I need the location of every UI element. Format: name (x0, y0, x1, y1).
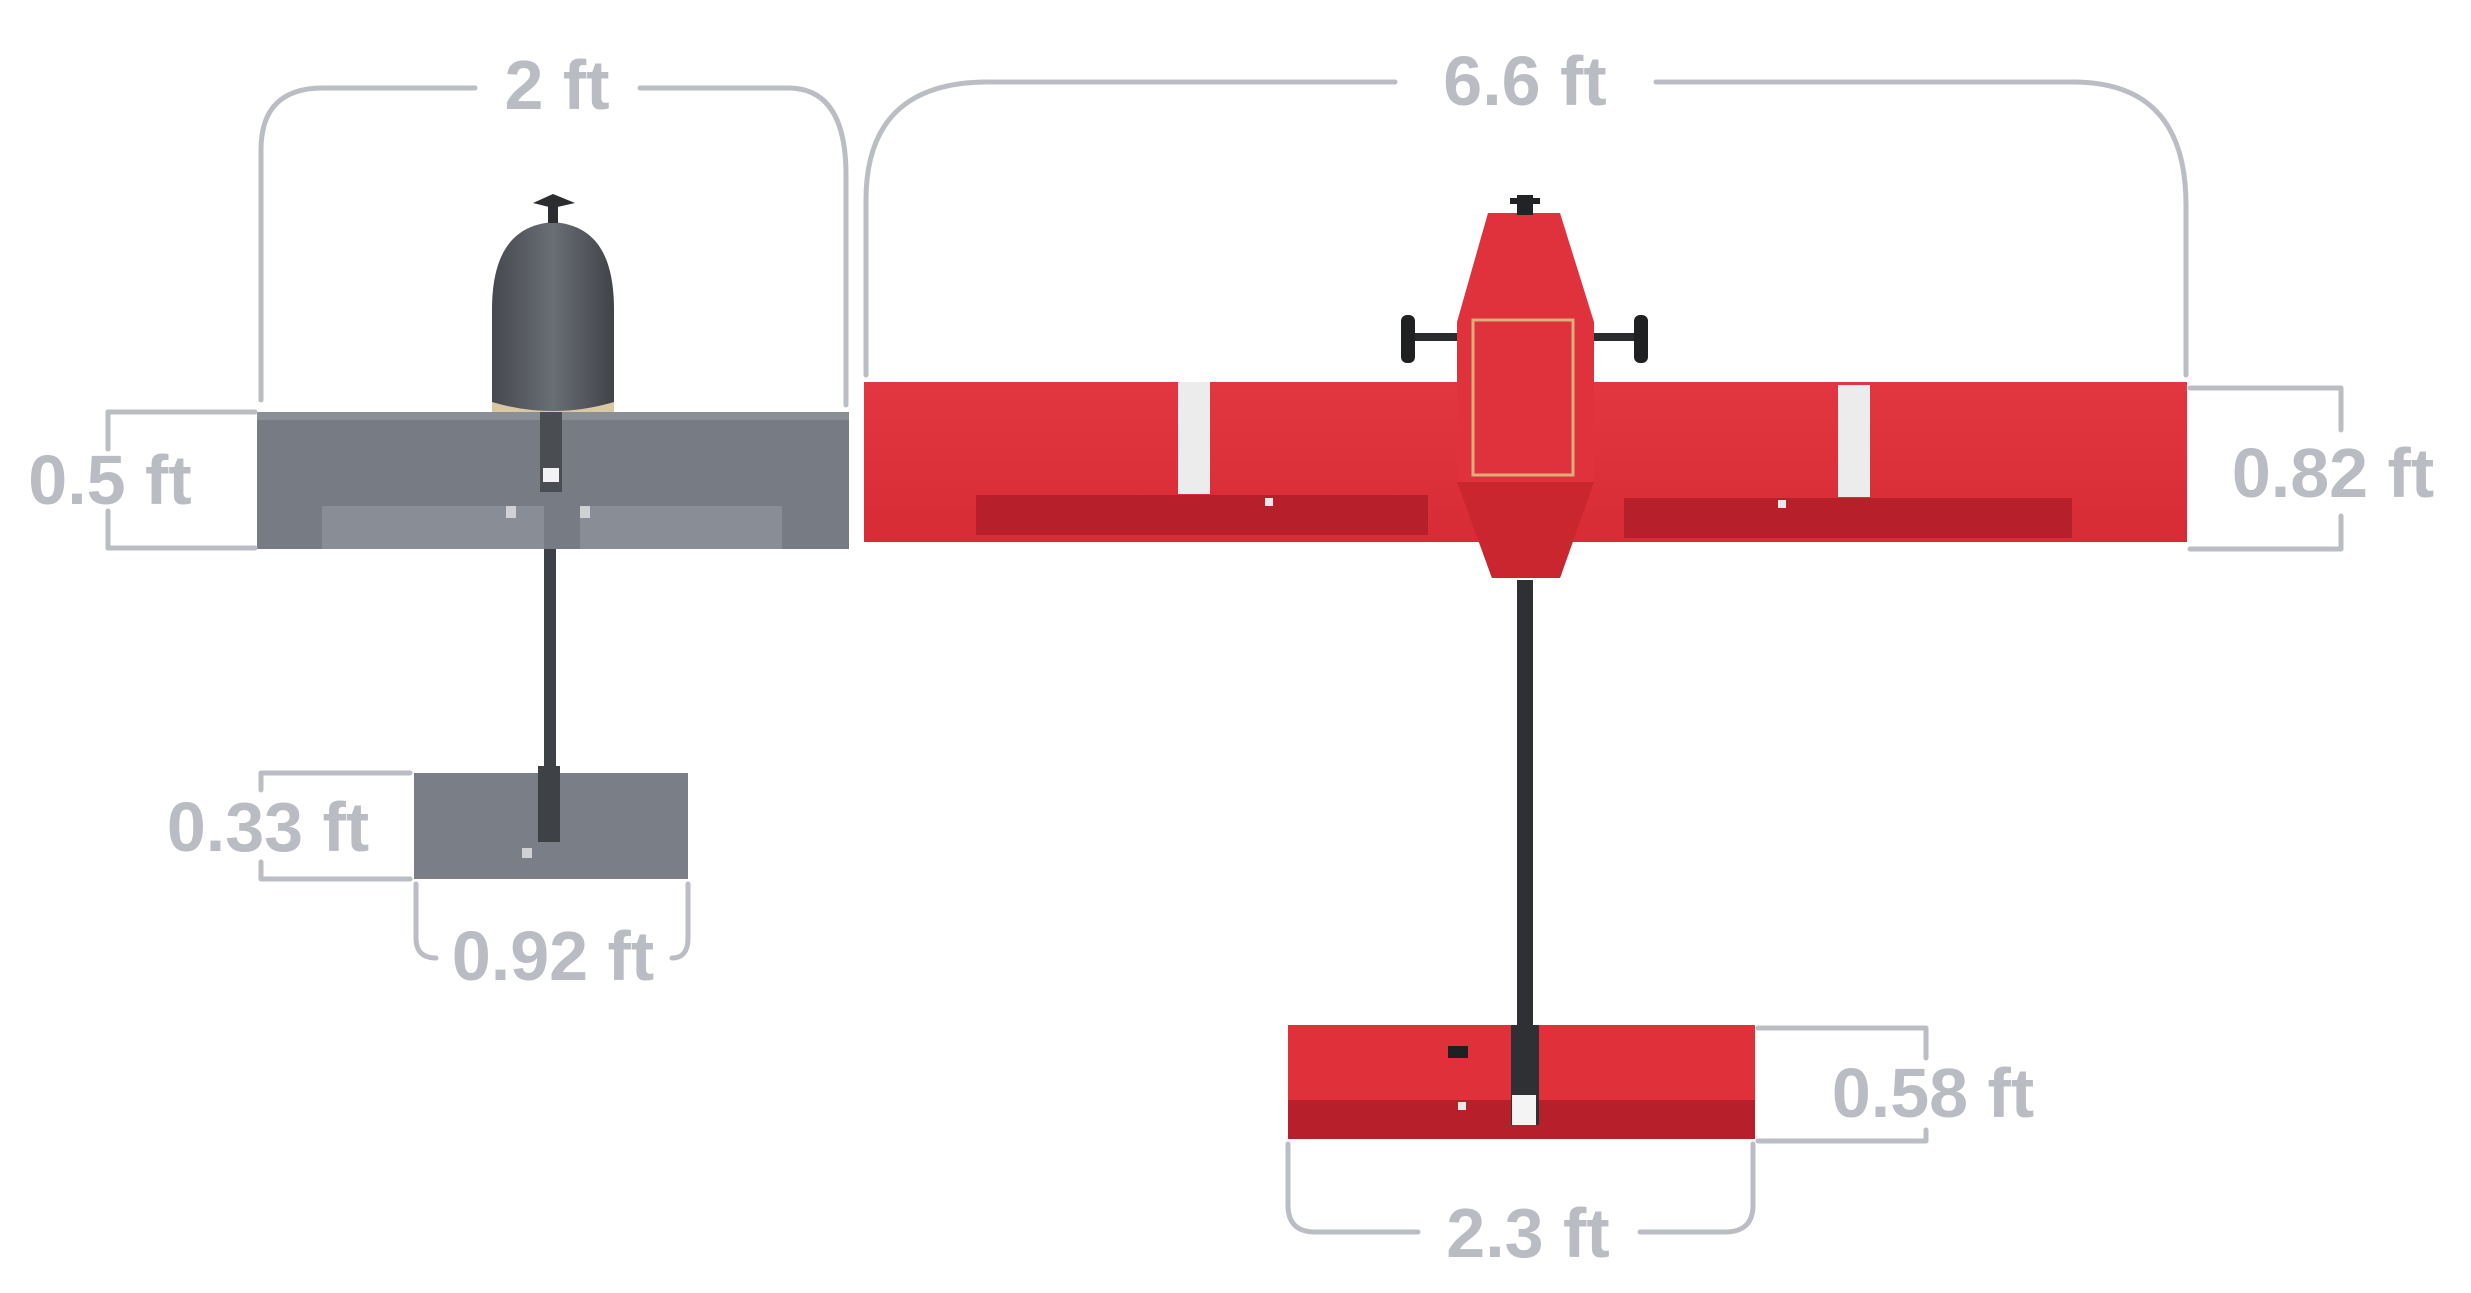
large-left-wing-stripe (1178, 382, 1210, 494)
large-wingspan-bracket-right (1653, 79, 2189, 378)
small-tail-boom (544, 540, 556, 770)
large-tail-boom (1517, 580, 1533, 1050)
large-tail-chord-bracket (1755, 1025, 1929, 1144)
small-propeller-blade (533, 194, 575, 208)
large-aircraft (864, 195, 2187, 1139)
large-right-wing-stripe (1838, 385, 1870, 497)
small-tail-span-bracket (413, 881, 691, 961)
large-wing-chord-label: 0.82 ft (2232, 434, 2434, 512)
large-tail-horn (1458, 1102, 1466, 1110)
small-tail-horn (522, 848, 532, 858)
small-tail-chord-bracket (258, 770, 413, 882)
large-left-wheel (1401, 315, 1415, 363)
dimension-labels: 2 ft 0.5 ft 0.33 ft 0.92 ft 6.6 ft 0.82 … (28, 42, 2434, 1272)
dimension-lines (105, 79, 2344, 1235)
small-right-servo-horn (580, 506, 590, 518)
large-wingspan-label: 6.6 ft (1443, 42, 1606, 120)
large-right-aileron (1624, 498, 2072, 538)
large-chord-bracket (2187, 385, 2344, 552)
large-hatch-outline (1471, 318, 1575, 477)
small-center-tag (543, 468, 559, 482)
large-tail-span-label: 2.3 ft (1446, 1194, 1609, 1272)
large-left-gear-strut (1415, 333, 1461, 341)
small-wingspan-label: 2 ft (505, 46, 610, 124)
large-tail-span-bracket (1285, 1141, 1756, 1235)
large-right-wheel (1634, 315, 1648, 363)
small-pod-base (492, 402, 614, 412)
large-left-servo (1265, 498, 1273, 506)
small-tail-span-label: 0.92 ft (452, 917, 654, 995)
small-wingspan-bracket-right (637, 85, 849, 408)
large-tail-chord-label: 0.58 ft (1832, 1054, 2034, 1132)
large-propeller-blade (1510, 198, 1540, 204)
small-right-aileron (580, 506, 782, 549)
small-nose-pod (492, 222, 614, 412)
large-tail-servo (1448, 1046, 1468, 1058)
large-right-gear-strut (1590, 333, 1636, 341)
small-aircraft (257, 194, 849, 879)
large-right-servo (1778, 500, 1786, 508)
large-tail-marker (1512, 1095, 1536, 1125)
large-fuselage-shading (1457, 482, 1594, 578)
small-wing-chord-label: 0.5 ft (28, 441, 191, 519)
small-left-servo-horn (506, 506, 516, 518)
small-propeller-shaft (548, 197, 558, 223)
small-tail-mount (538, 766, 560, 842)
small-tail-chord-label: 0.33 ft (167, 788, 369, 866)
small-chord-bracket (105, 409, 258, 551)
large-wingspan-bracket-left (863, 79, 1398, 378)
large-left-aileron (976, 495, 1428, 535)
small-wingspan-bracket-left (258, 85, 478, 403)
